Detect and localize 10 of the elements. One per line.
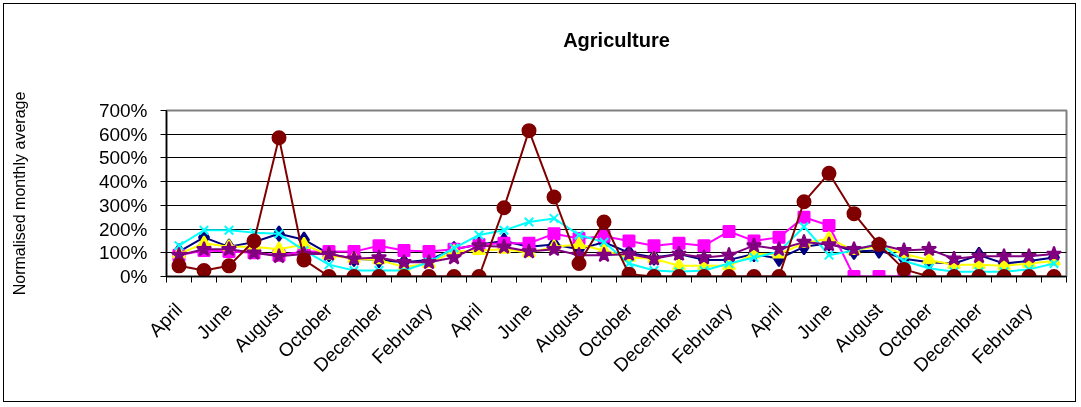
y-tick-label: 200% <box>98 218 148 240</box>
y-tick-label: 500% <box>98 147 148 169</box>
y-tick-label: 0% <box>120 266 148 287</box>
y-tick-label: 400% <box>98 171 148 193</box>
y-tick-label: 700% <box>98 100 148 121</box>
y-tick-label: 100% <box>98 242 148 264</box>
y-tick-label: 600% <box>98 123 148 145</box>
chart-title: Agriculture <box>563 28 670 51</box>
y-tick-label: 300% <box>98 194 148 216</box>
y-axis-title: Normalised monthly average <box>10 91 28 296</box>
